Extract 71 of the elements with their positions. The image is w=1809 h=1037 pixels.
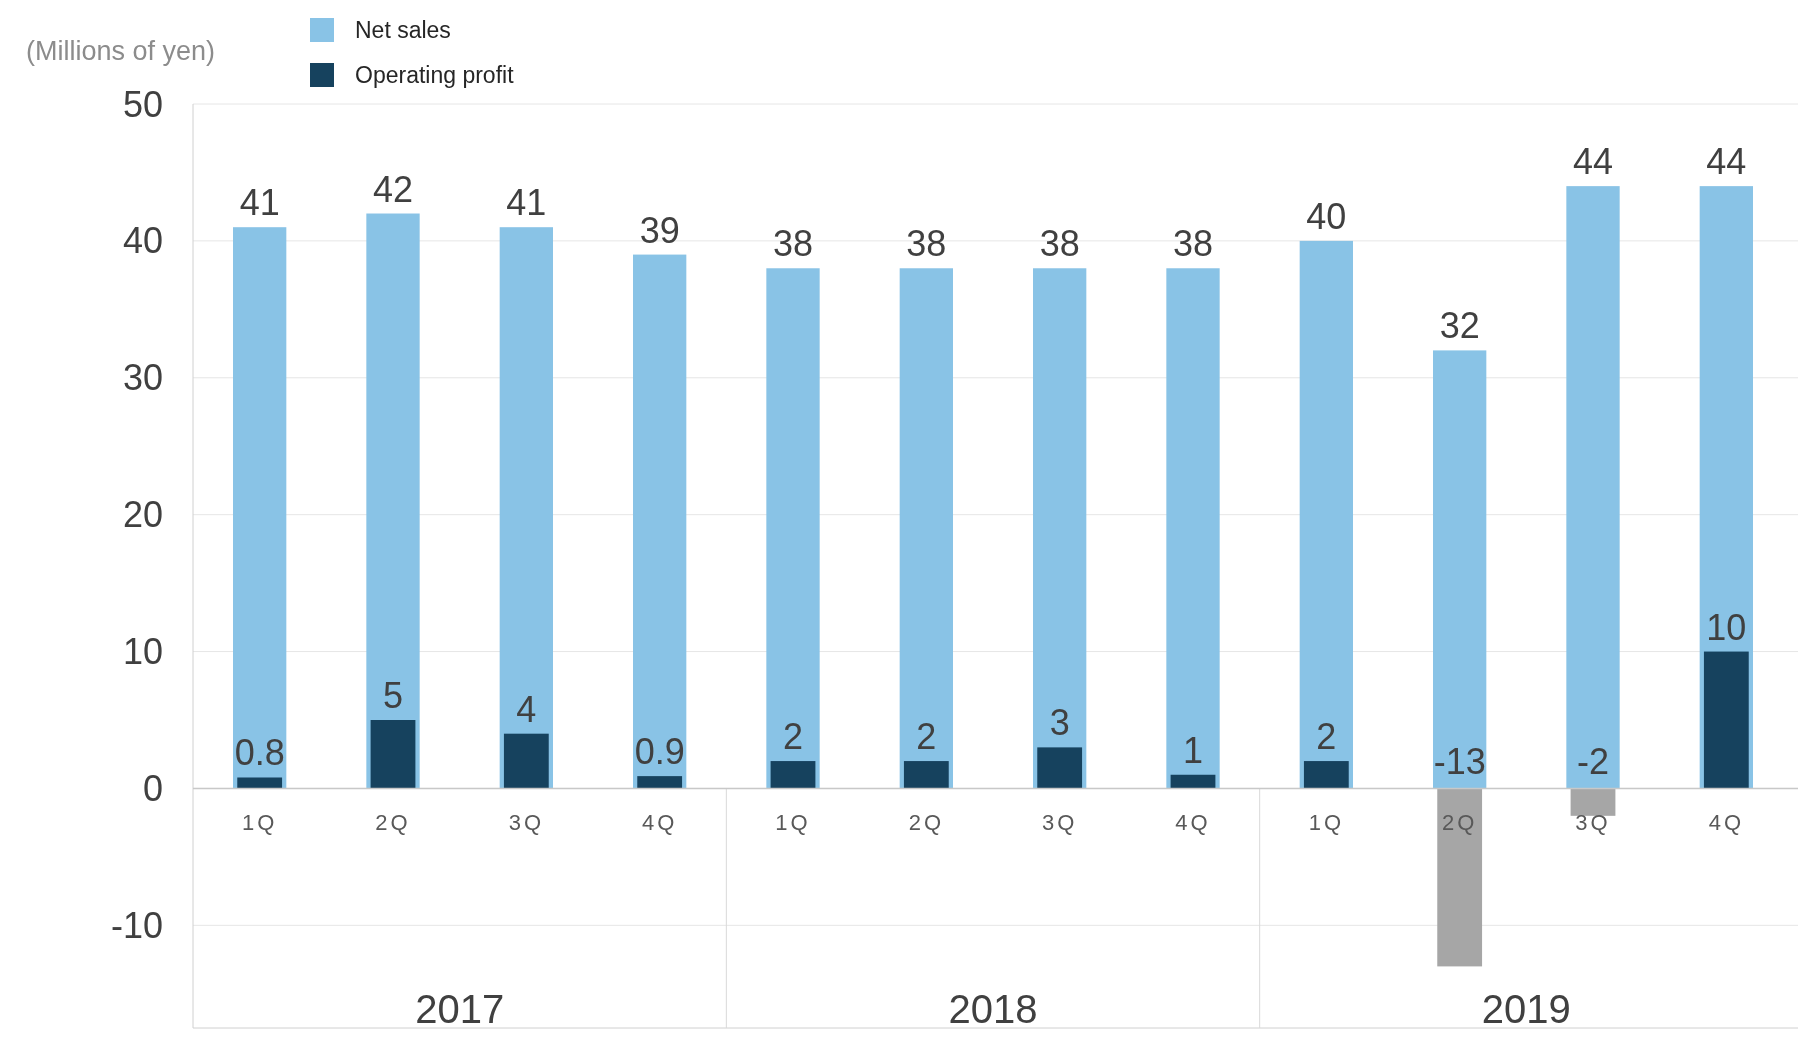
annotation: 2018 xyxy=(948,987,1038,1031)
data-label: 2 xyxy=(782,716,804,758)
y-tick-label: 40 xyxy=(122,220,163,262)
data-label: 4 xyxy=(516,688,537,730)
data-label: 2 xyxy=(1316,716,1337,758)
data-label: 44 xyxy=(1706,141,1747,183)
bar xyxy=(1566,186,1620,789)
legend-label: Net sales xyxy=(355,17,451,44)
x-tick-label: 2Q xyxy=(908,810,945,836)
bar xyxy=(1303,761,1349,789)
x-tick-label: 4Q xyxy=(641,810,678,836)
x-tick-label: 1Q xyxy=(241,810,278,836)
bar xyxy=(637,776,683,789)
y-tick-label: -10 xyxy=(110,904,163,946)
y-tick-label: 50 xyxy=(122,83,163,125)
y-tick-label: 30 xyxy=(122,357,163,399)
data-label: 10 xyxy=(1706,606,1747,648)
bar xyxy=(1433,350,1487,789)
x-tick-label: 4Q xyxy=(1175,810,1211,836)
data-label: 38 xyxy=(1039,223,1080,265)
data-label: 3 xyxy=(1049,702,1070,744)
data-label: 0.9 xyxy=(634,731,685,773)
annotation: 2017 xyxy=(415,987,505,1031)
bar xyxy=(1437,788,1483,967)
data-label: -2 xyxy=(1576,741,1610,783)
bar xyxy=(233,227,287,789)
data-label: 2 xyxy=(916,716,937,758)
data-label: 41 xyxy=(506,182,547,224)
data-label: 42 xyxy=(372,168,414,210)
x-tick-label: 1Q xyxy=(775,810,811,836)
annotation: 2019 xyxy=(1481,987,1571,1031)
x-tick-label: 2Q xyxy=(375,810,411,836)
legend-label: Operating profit xyxy=(355,62,515,89)
x-tick-label: 1Q xyxy=(1308,810,1345,836)
data-label: 41 xyxy=(239,182,280,224)
x-tick-label: 3Q xyxy=(1041,810,1078,836)
bar xyxy=(499,227,553,789)
x-tick-label: 4Q xyxy=(1708,810,1745,836)
bar xyxy=(370,720,416,789)
data-label: 5 xyxy=(382,675,404,716)
data-label: 38 xyxy=(1172,223,1214,265)
data-label: 0.8 xyxy=(234,732,285,774)
bar xyxy=(1033,268,1087,789)
y-axis-title: (Millions of yen) xyxy=(26,36,216,66)
bar xyxy=(899,268,953,789)
x-tick-label: 3Q xyxy=(1575,810,1611,836)
data-label: 32 xyxy=(1439,305,1480,347)
bar xyxy=(1703,651,1749,789)
data-label: 40 xyxy=(1306,195,1347,237)
data-label: 1 xyxy=(1182,729,1204,771)
data-label: 38 xyxy=(906,223,947,265)
data-label: 39 xyxy=(639,209,680,251)
bar xyxy=(1570,788,1616,816)
data-label: -13 xyxy=(1433,741,1486,783)
bar xyxy=(903,761,949,789)
bar xyxy=(766,268,820,789)
bar xyxy=(770,761,816,789)
bar xyxy=(503,733,549,789)
bar xyxy=(633,254,687,789)
data-label: 44 xyxy=(1572,141,1614,183)
bar xyxy=(237,777,283,789)
x-tick-label: 3Q xyxy=(508,810,545,836)
y-tick-label: 0 xyxy=(142,768,163,810)
data-label: 38 xyxy=(772,223,814,265)
y-tick-label: 10 xyxy=(122,631,163,673)
y-tick-label: 20 xyxy=(122,494,163,536)
bar xyxy=(1166,268,1220,789)
bar xyxy=(1037,747,1083,789)
bar xyxy=(1299,240,1353,789)
x-tick-label: 2Q xyxy=(1441,810,1478,836)
bar xyxy=(1170,774,1216,789)
